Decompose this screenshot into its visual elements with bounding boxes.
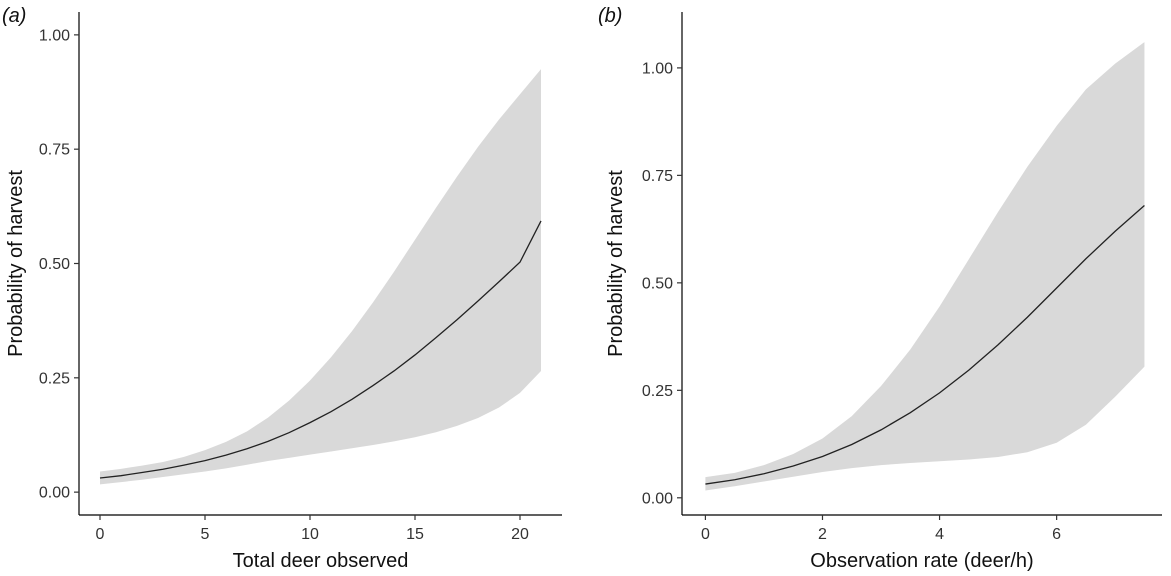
a-panel-label: (a): [2, 5, 26, 27]
a-y-tick-label-0: 0.00: [39, 485, 70, 502]
a-y-tick-label-1: 0.25: [39, 370, 70, 387]
b-y-tick-label-0: 0.00: [642, 490, 673, 507]
b-x-axis-title: Observation rate (deer/h): [810, 550, 1033, 572]
b-x-tick-label-2: 4: [935, 526, 944, 543]
b-probability-line-0: [705, 204, 1145, 485]
a-confidence-band-0: [100, 69, 541, 485]
panel-b: 0.00 0.25 0.50 0.75 1.00 0 2 4 6 Observation rate…: [598, 5, 1162, 572]
b-y-axis-title: Probability of harvest: [605, 170, 627, 357]
a-x-tick-label-4: 20: [511, 526, 529, 543]
a-y-tick-label-4: 1.00: [39, 27, 70, 44]
b-y-tick-label-3: 0.75: [642, 168, 673, 185]
a-x-axis-title: Total deer observed: [233, 550, 409, 572]
b-x-tick-label-1: 2: [818, 526, 827, 543]
b-confidence-band-0: [705, 42, 1145, 491]
a-y-axis-title: Probability of harvest: [5, 170, 27, 357]
a-x-tick-label-2: 10: [301, 526, 319, 543]
a-probability-line-0: [99, 220, 542, 479]
b-panel-label: (b): [598, 5, 622, 27]
b-x-tick-label-0: 0: [701, 526, 710, 543]
a-x-tick-label-3: 15: [406, 526, 424, 543]
b-y-tick-label-2: 0.50: [642, 275, 673, 292]
b-x-tick-label-3: 6: [1052, 526, 1061, 543]
a-y-tick-label-2: 0.50: [39, 256, 70, 273]
a-x-tick-label-0: 0: [96, 526, 105, 543]
a-x-tick-label-1: 5: [201, 526, 210, 543]
panel-a: 0.00 0.25 0.50 0.75 1.00 0 5 10 15 20 Total deer o…: [2, 5, 562, 572]
b-y-tick-label-1: 0.25: [642, 383, 673, 400]
a-y-tick-label-3: 0.75: [39, 142, 70, 159]
b-y-tick-label-4: 1.00: [642, 60, 673, 77]
